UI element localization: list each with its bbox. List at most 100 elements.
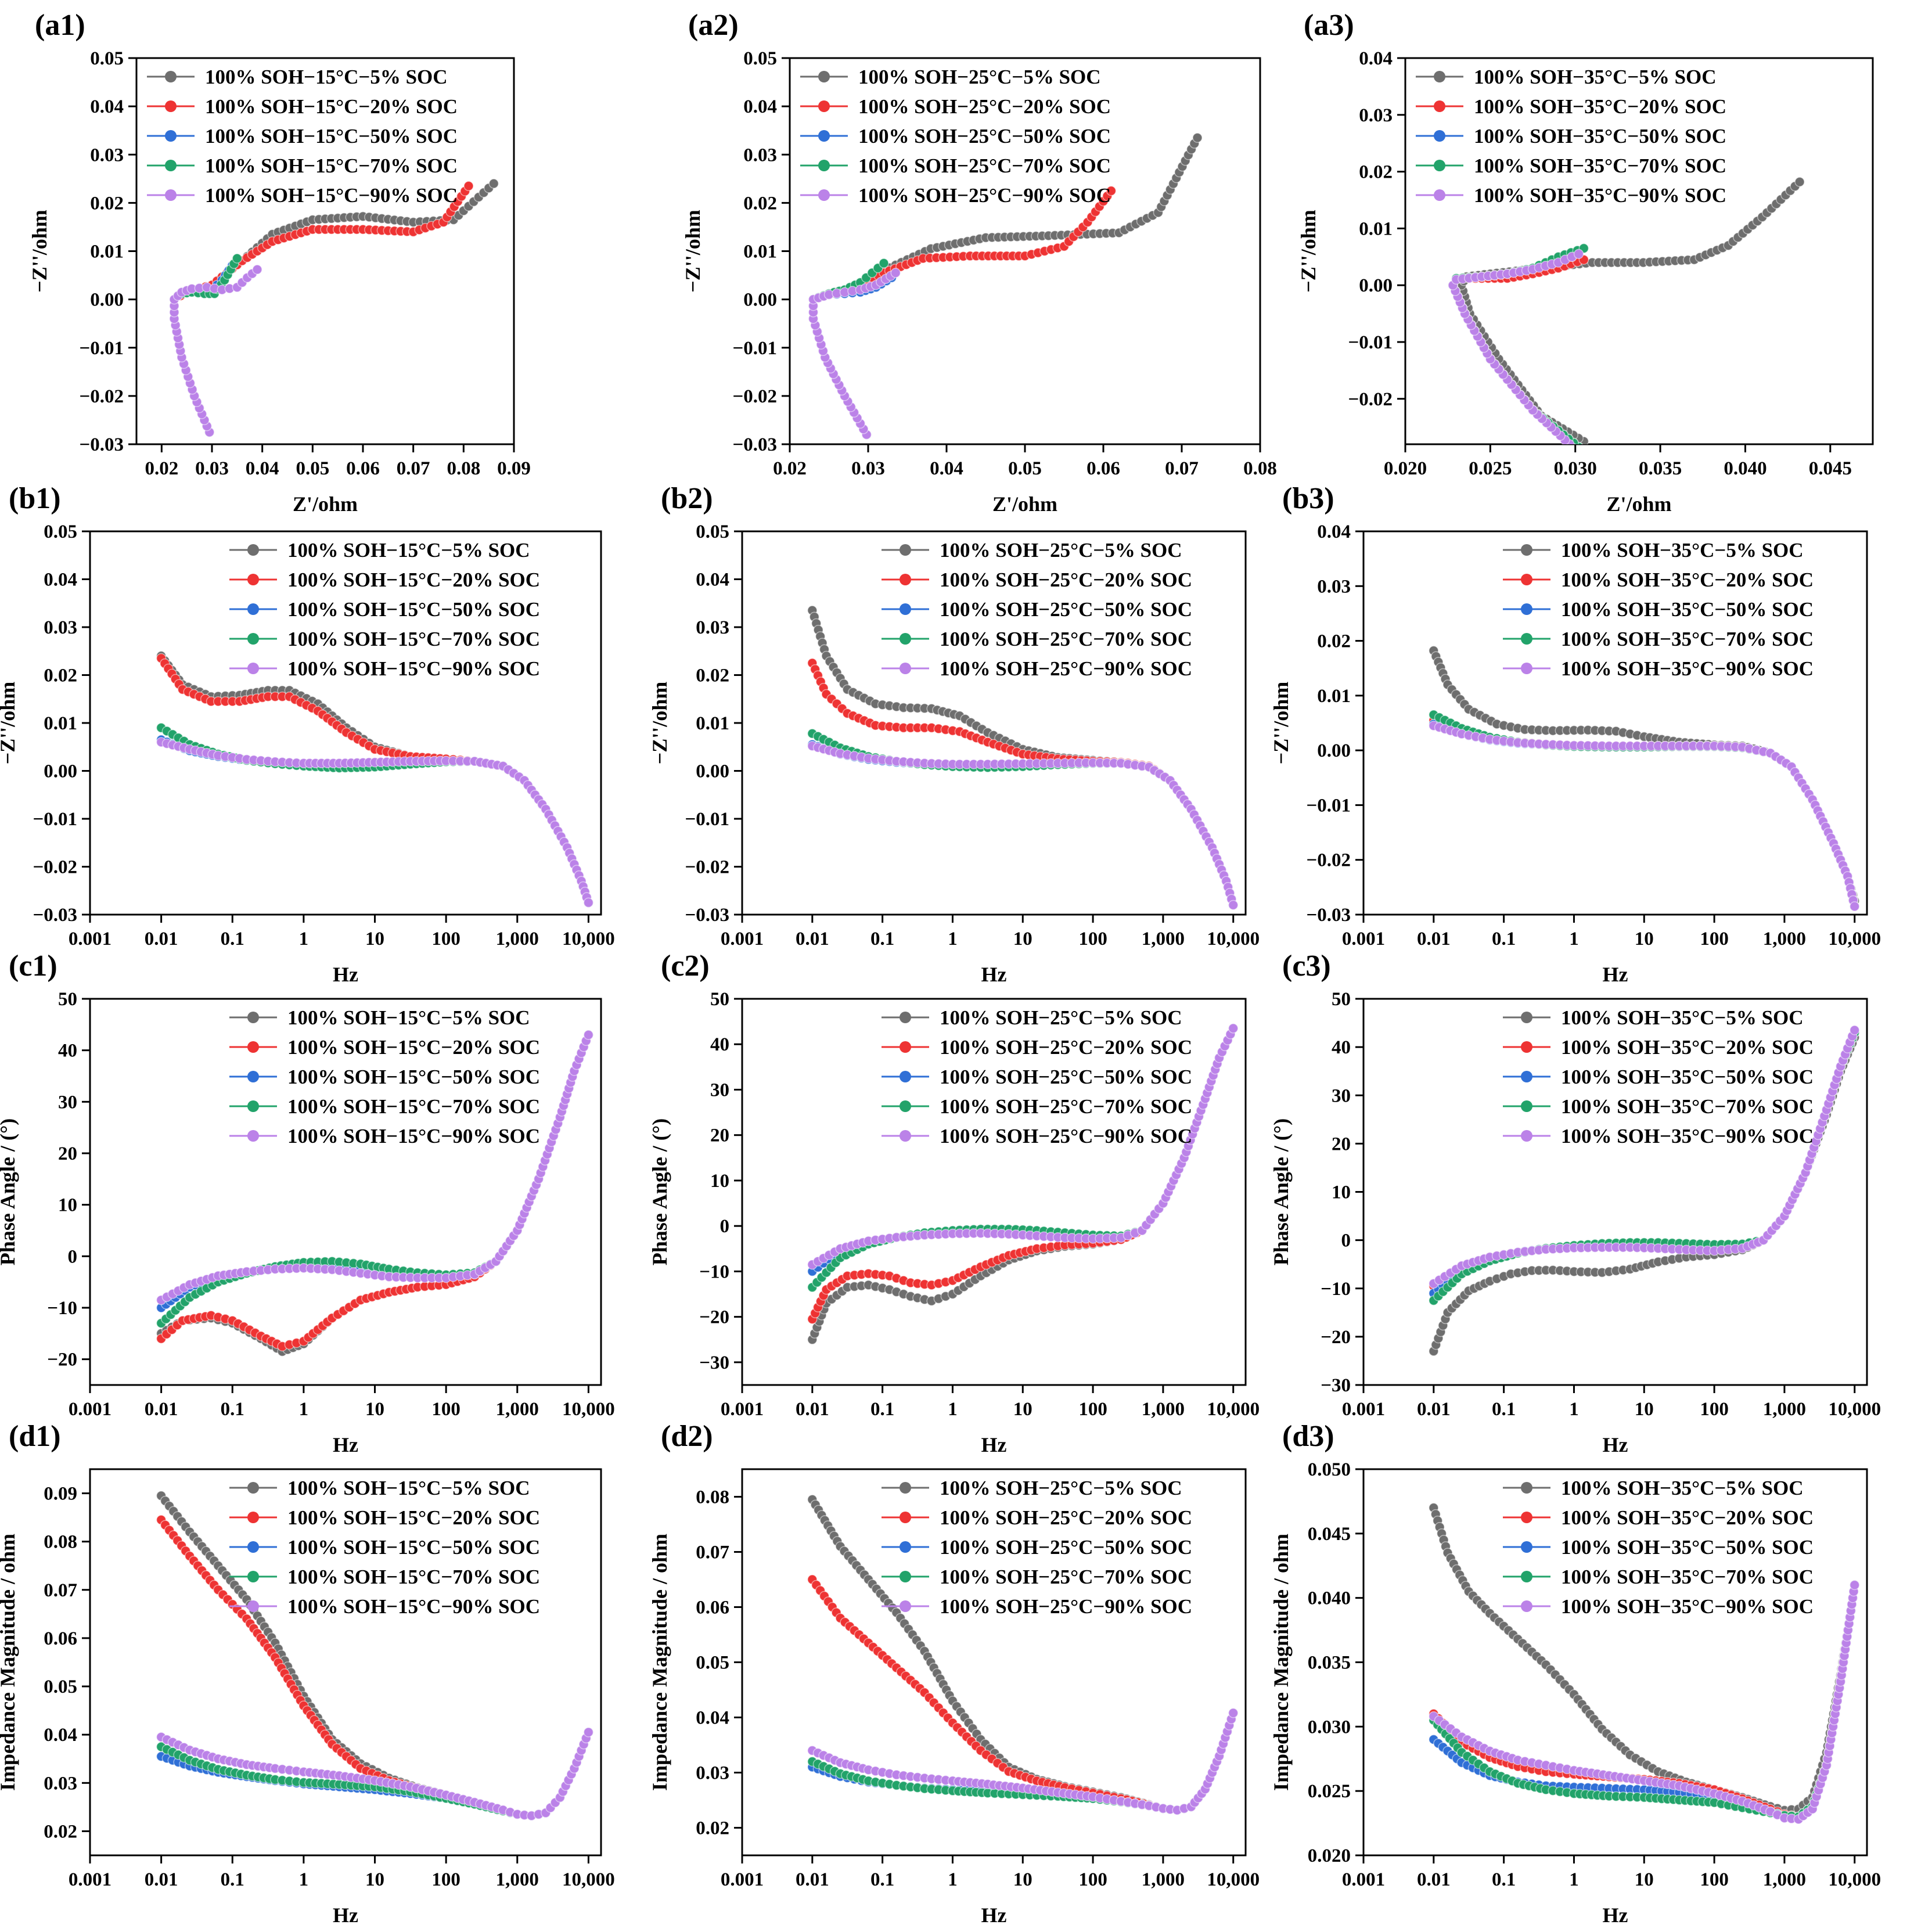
y-tick-label: 0.01 [44, 713, 77, 734]
y-axis-label: −Z''/ohm [28, 210, 51, 293]
y-tick-label: 0.04 [1317, 521, 1351, 542]
y-tick-label: 40 [58, 1041, 77, 1062]
y-tick-label: −20 [1321, 1327, 1351, 1348]
legend-entry: 100% SOH−15°C−70% SOC [205, 154, 458, 177]
data-point [1573, 249, 1584, 260]
y-tick-label: 0.03 [44, 1773, 77, 1794]
x-tick-label: 10 [365, 1399, 384, 1420]
series-line [1452, 256, 1577, 444]
y-tick-label: 0.00 [743, 290, 777, 311]
x-tick-label: 0.01 [145, 1869, 178, 1890]
legend-entry: 100% SOH−35°C−90% SOC [1561, 1125, 1814, 1147]
x-tick-label: 10,000 [562, 929, 615, 949]
x-tick-label: 0.1 [221, 1399, 244, 1420]
x-tick-label: 100 [1078, 929, 1107, 949]
panel-a1: 0.02 0.03 0.04 0.05 0.06 0.07 0.08 0.09−0.03−0.… [28, 9, 531, 516]
y-tick-label: 0.05 [743, 48, 777, 69]
y-tick-label: −0.03 [685, 905, 729, 926]
x-tick-label: 10 [365, 1869, 384, 1890]
y-tick-label: 0.04 [44, 570, 77, 591]
legend-marker [900, 663, 911, 674]
x-tick-label: 0.001 [1342, 929, 1385, 949]
panel-label: (d1) [9, 1420, 61, 1453]
series-layer [808, 132, 1203, 440]
legend-marker [247, 1100, 259, 1112]
y-tick-label: 0.00 [90, 290, 124, 311]
y-tick-label: 30 [1332, 1085, 1351, 1106]
legend-marker [165, 130, 177, 142]
y-tick-label: 0.03 [743, 145, 777, 166]
legend-entry: 100% SOH−15°C−5% SOC [287, 539, 530, 562]
y-tick-label: −0.01 [1348, 332, 1393, 353]
x-tick-label: 1 [299, 1869, 309, 1890]
y-tick-label: −0.02 [1306, 850, 1351, 871]
series-layer [1429, 645, 1860, 912]
y-tick-label: 40 [1332, 1037, 1351, 1058]
x-tick-label: 100 [431, 1399, 460, 1420]
legend-marker [247, 1482, 259, 1494]
y-tick-label: −30 [699, 1352, 729, 1373]
x-tick-label: 0.02 [145, 458, 178, 479]
y-tick-label: 30 [710, 1080, 729, 1100]
legend-marker [247, 1512, 259, 1523]
legend-marker [818, 160, 830, 171]
panel-c3: 0.001 0.01 0.1 1 10 100 1,000 10,000−30−20−1001… [1269, 949, 1881, 1456]
series-90-soc [807, 1023, 1239, 1270]
data-point [583, 1727, 594, 1737]
x-tick-label: 1,000 [1142, 1869, 1185, 1890]
series-layer [807, 1023, 1239, 1345]
y-tick-label: 0.06 [696, 1598, 729, 1618]
panel-b2: 0.001 0.01 0.1 1 10 100 1,000 10,000−0.03−0.02−… [648, 482, 1260, 986]
x-tick-label: 0.01 [145, 929, 178, 949]
x-tick-label: 0.07 [397, 458, 430, 479]
series-90-soc [156, 1030, 594, 1305]
y-axis-label: −Z''/ohm [1297, 210, 1320, 293]
legend-entry: 100% SOH−35°C−20% SOC [1561, 569, 1814, 591]
data-point [1571, 443, 1577, 444]
y-tick-label: 50 [58, 989, 77, 1010]
legend-entry: 100% SOH−15°C−90% SOC [205, 184, 458, 207]
data-point [1228, 1708, 1239, 1718]
series-layer [1448, 177, 1805, 444]
legend-marker [247, 633, 259, 645]
x-tick-label: 0.05 [296, 458, 329, 479]
y-tick-label: 0.02 [44, 1821, 77, 1842]
legend-marker [900, 1012, 911, 1023]
panel-label: (b1) [9, 482, 61, 515]
series-5-soc [1456, 177, 1805, 444]
series-layer [807, 1494, 1239, 1815]
x-tick-label: 10 [1013, 1399, 1032, 1420]
legend-entry: 100% SOH−25°C−90% SOC [940, 1125, 1192, 1147]
panel-c1: 0.001 0.01 0.1 1 10 100 1,000 10,000−20−1001020… [0, 949, 615, 1456]
x-tick-label: 0.1 [870, 929, 894, 949]
y-tick-label: −0.02 [685, 857, 729, 878]
x-tick-label: 0.001 [69, 1869, 111, 1890]
legend-entry: 100% SOH−15°C−50% SOC [287, 1536, 540, 1559]
y-tick-label: 0 [1341, 1231, 1351, 1251]
legend-marker [165, 71, 177, 82]
panel-c2: 0.001 0.01 0.1 1 10 100 1,000 10,000−30−20−1001… [648, 949, 1260, 1456]
panel-d1: 0.001 0.01 0.1 1 10 100 1,000 10,0000.020.030.0… [0, 1420, 615, 1927]
y-tick-label: 0.02 [1359, 162, 1393, 183]
series-90-soc [1448, 249, 1584, 444]
x-tick-label: 0.030 [1554, 458, 1597, 479]
legend-marker [900, 574, 911, 585]
y-tick-label: 0.08 [696, 1487, 729, 1508]
x-tick-label: 10 [1013, 1869, 1032, 1890]
y-tick-label: 0.05 [696, 1653, 729, 1674]
x-tick-label: 0.04 [246, 458, 279, 479]
y-tick-label: −10 [1321, 1279, 1351, 1300]
panel-label: (d2) [661, 1420, 713, 1453]
x-tick-label: 1,000 [1142, 1399, 1185, 1420]
x-tick-label: 0.08 [447, 458, 480, 479]
series-70-soc [807, 1708, 1239, 1815]
y-tick-label: −0.02 [1348, 389, 1393, 410]
series-line [1452, 258, 1584, 444]
y-tick-label: 0.02 [44, 665, 77, 686]
legend-marker [247, 1041, 259, 1053]
x-tick-label: 1,000 [496, 1869, 539, 1890]
legend-entry: 100% SOH−35°C−90% SOC [1561, 657, 1814, 680]
plot-frame [1404, 57, 1874, 445]
